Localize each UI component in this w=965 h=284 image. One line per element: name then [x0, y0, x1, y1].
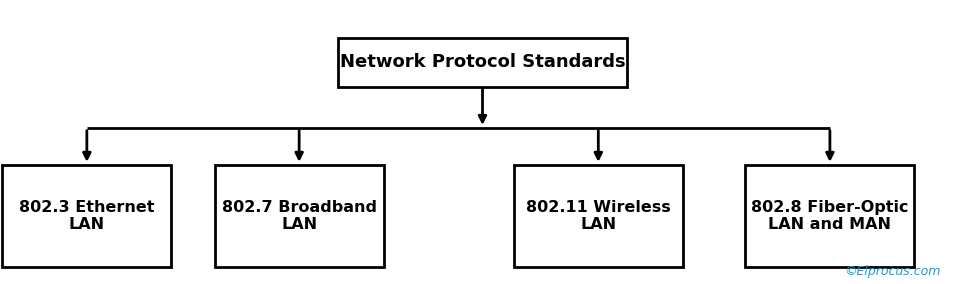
Text: 802.7 Broadband
LAN: 802.7 Broadband LAN [222, 200, 376, 232]
Text: ©Elprocus.com: ©Elprocus.com [844, 265, 941, 278]
Bar [745, 165, 915, 267]
Text: 802.11 Wireless
LAN: 802.11 Wireless LAN [526, 200, 671, 232]
Bar [3, 165, 172, 267]
Text: Network Protocol Standards: Network Protocol Standards [340, 53, 625, 72]
Bar [513, 165, 682, 267]
Bar [214, 165, 383, 267]
Text: 802.8 Fiber-Optic
LAN and MAN: 802.8 Fiber-Optic LAN and MAN [751, 200, 909, 232]
Bar [338, 38, 627, 87]
Text: 802.3 Ethernet
LAN: 802.3 Ethernet LAN [19, 200, 154, 232]
